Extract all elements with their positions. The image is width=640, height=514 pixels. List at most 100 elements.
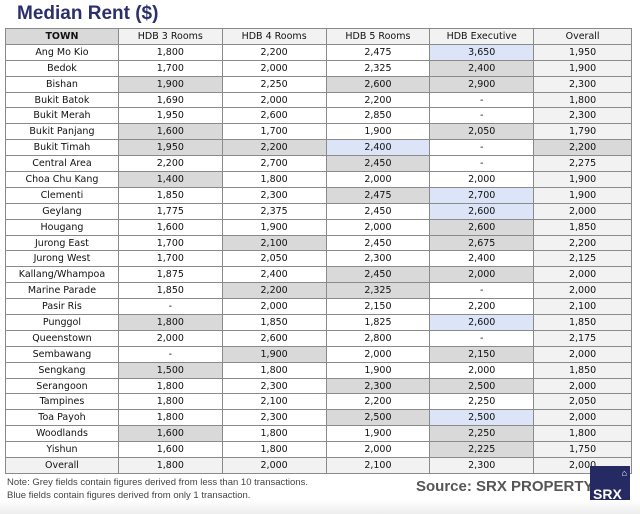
- value-cell: 2,200: [221, 43, 327, 61]
- value-cell: 2,475: [325, 43, 431, 61]
- town-cell: Bukit Timah: [5, 139, 119, 157]
- table-row: Clementi 1,850 2,300 2,475 2,700 1,900: [5, 186, 632, 204]
- value-cell: 2,500: [429, 377, 535, 395]
- town-cell: Bukit Merah: [5, 107, 119, 125]
- value-cell: 2,475: [325, 186, 431, 204]
- town-cell: Sengkang: [5, 361, 119, 379]
- overall-row: Overall 1,800 2,000 2,100 2,300 2,000: [5, 457, 632, 474]
- value-cell: 2,700: [221, 155, 327, 173]
- value-cell: 2,600: [429, 202, 535, 220]
- table-row: Central Area 2,200 2,700 2,450-2,275: [5, 155, 632, 173]
- town-cell: Yishun: [5, 441, 119, 459]
- value-cell: 2,225: [429, 441, 535, 459]
- value-cell: 1,850: [533, 314, 632, 331]
- value-cell: 2,400: [221, 266, 327, 284]
- value-cell: 2,450: [325, 155, 431, 173]
- header-row: TOWN HDB 3 Rooms HDB 4 Rooms HDB 5 Rooms…: [5, 28, 632, 45]
- value-cell: 2,200: [429, 298, 535, 316]
- value-cell: 1,900: [117, 75, 223, 93]
- value-cell: 1,825: [325, 314, 431, 331]
- value-cell: 2,000: [221, 298, 327, 316]
- value-cell: 2,000: [221, 59, 327, 77]
- value-cell: 2,300: [221, 186, 327, 204]
- town-cell: Clementi: [5, 186, 119, 204]
- value-cell: 2,200: [533, 234, 632, 252]
- value-cell: 2,850: [325, 107, 431, 125]
- town-cell: Geylang: [5, 202, 119, 220]
- table-row: Bishan 1,900 2,250 2,600 2,900 2,300: [5, 75, 632, 93]
- town-cell: Tampines: [5, 393, 119, 411]
- value-cell: 2,450: [325, 202, 431, 220]
- value-cell: 2,000: [325, 345, 431, 363]
- value-cell: 1,900: [221, 218, 327, 236]
- value-cell: 1,950: [117, 139, 223, 157]
- header-hdb-4-rooms: HDB 4 Rooms: [221, 28, 327, 45]
- value-cell: 2,600: [429, 218, 535, 236]
- value-cell: 1,850: [221, 314, 327, 331]
- value-cell: 2,000: [533, 202, 632, 220]
- value-cell: 2,600: [221, 329, 327, 347]
- value-cell: 2,150: [325, 298, 431, 316]
- value-cell: 1,800: [117, 457, 223, 474]
- value-cell: 2,000: [117, 329, 223, 347]
- value-cell: 1,800: [533, 91, 632, 109]
- value-cell: 2,400: [429, 59, 535, 77]
- table-row: Geylang 1,775 2,375 2,450 2,600 2,000: [5, 202, 632, 220]
- house-icon: ⌂: [621, 468, 627, 478]
- value-cell: 1,900: [533, 186, 632, 204]
- table-row: Sengkang 1,500 1,800 1,900 2,000 1,850: [5, 361, 632, 379]
- value-cell: 2,250: [429, 425, 535, 443]
- value-cell: 2,450: [325, 234, 431, 252]
- town-cell: Central Area: [5, 155, 119, 173]
- value-cell: 2,000: [533, 377, 632, 395]
- value-cell: 2,050: [533, 393, 632, 411]
- town-cell: Woodlands: [5, 425, 119, 443]
- table-row: Hougang 1,600 1,900 2,000 2,600 1,850: [5, 218, 632, 236]
- table-row: Jurong East 1,700 2,100 2,450 2,675 2,200: [5, 234, 632, 252]
- value-cell: 2,100: [221, 234, 327, 252]
- value-cell: 1,900: [325, 425, 431, 443]
- table-row: Jurong West 1,700 2,050 2,300 2,400 2,125: [5, 250, 632, 268]
- value-cell: 2,300: [325, 250, 431, 268]
- value-cell: -: [429, 282, 535, 300]
- value-cell: 2,200: [221, 282, 327, 300]
- town-cell: Hougang: [5, 218, 119, 236]
- value-cell: 2,800: [325, 329, 431, 347]
- value-cell: 1,600: [117, 123, 223, 141]
- header-hdb-3-rooms: HDB 3 Rooms: [117, 28, 223, 45]
- table-row: Sembawang -1,900 2,000 2,150 2,000: [5, 345, 632, 363]
- town-cell: Bukit Batok: [5, 91, 119, 109]
- value-cell: 2,000: [429, 171, 535, 188]
- value-cell: 1,600: [117, 441, 223, 459]
- bottom-fade: [0, 500, 640, 514]
- value-cell: 2,000: [325, 171, 431, 188]
- value-cell: 2,050: [221, 250, 327, 268]
- header-hdb-5-rooms: HDB 5 Rooms: [325, 28, 431, 45]
- value-cell: 2,400: [429, 250, 535, 268]
- value-cell: -: [429, 329, 535, 347]
- table-row: Marine Parade 1,850 2,200 2,325-2,000: [5, 282, 632, 300]
- town-cell: Kallang/Whampoa: [5, 266, 119, 284]
- value-cell: -: [117, 345, 223, 363]
- value-cell: 1,400: [117, 171, 223, 188]
- note-blue: Blue fields contain figures derived from…: [7, 490, 251, 501]
- table-row: Bedok 1,700 2,000 2,325 2,400 1,900: [5, 59, 632, 77]
- town-cell: Punggol: [5, 314, 119, 331]
- footnote: Note: Grey fields contain figures derive…: [7, 476, 308, 502]
- value-cell: 1,850: [533, 361, 632, 379]
- table-row: Toa Payoh 1,800 2,300 2,500 2,500 2,000: [5, 409, 632, 427]
- header-overall: Overall: [533, 28, 632, 45]
- value-cell: 1,700: [117, 234, 223, 252]
- value-cell: 2,325: [325, 282, 431, 300]
- value-cell: 1,875: [117, 266, 223, 284]
- value-cell: 2,000: [533, 409, 632, 427]
- value-cell: 1,700: [221, 123, 327, 141]
- town-cell: Pasir Ris: [5, 298, 119, 316]
- value-cell: 1,800: [117, 377, 223, 395]
- page-title: Median Rent ($): [17, 3, 159, 24]
- value-cell: 2,250: [221, 75, 327, 93]
- town-cell: Queenstown: [5, 329, 119, 347]
- value-cell: 1,800: [117, 314, 223, 331]
- value-cell: 2,600: [325, 75, 431, 93]
- value-cell: 2,000: [325, 441, 431, 459]
